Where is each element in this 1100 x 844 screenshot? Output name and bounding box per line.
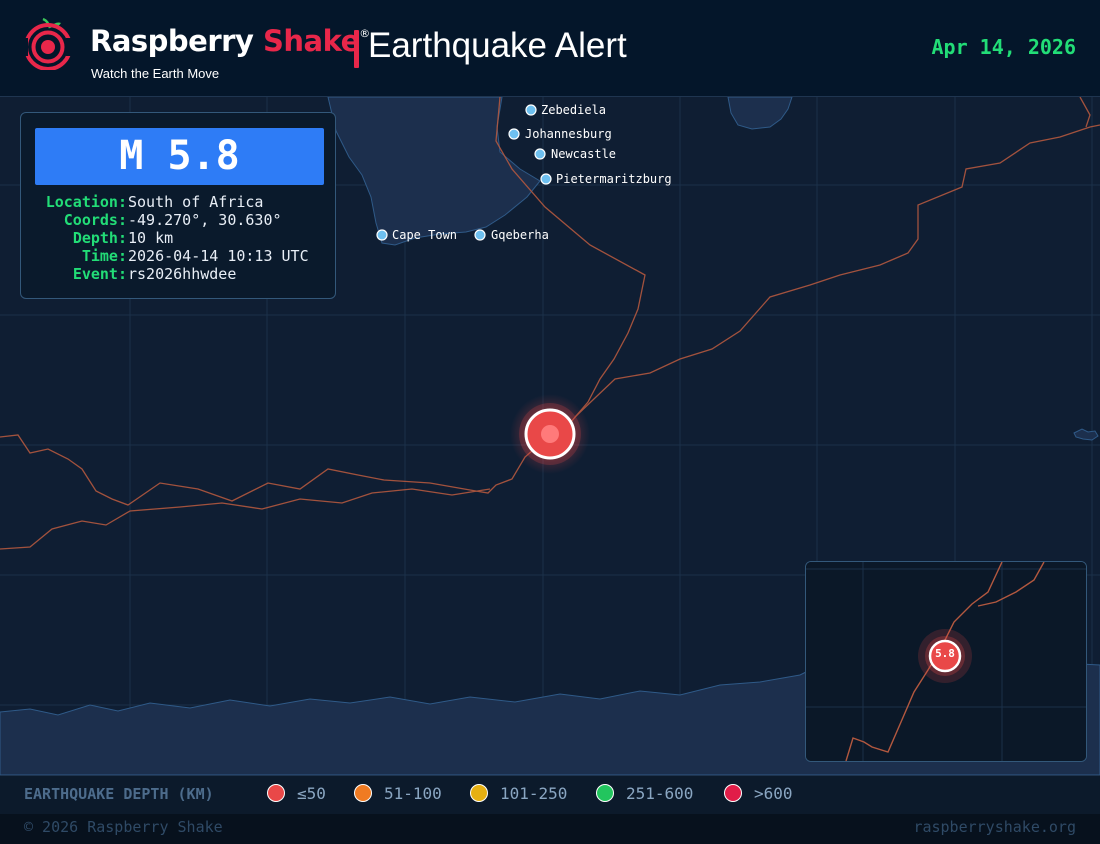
- info-value: -49.270°, 30.630°: [128, 211, 282, 229]
- info-value: rs2026hhwdee: [128, 265, 237, 283]
- info-label: Depth:: [72, 229, 127, 247]
- info-row-time: Time: 2026-04-14 10:13 UTC: [21, 247, 337, 265]
- legend-dot: [596, 784, 614, 802]
- inset-epicenter-marker: [918, 629, 972, 683]
- header-separator: [354, 30, 359, 68]
- legend-dot: [354, 784, 372, 802]
- city-label: Johannesburg: [525, 127, 612, 141]
- legend-dot: [724, 784, 742, 802]
- info-label: Coords:: [63, 211, 127, 229]
- header: Raspberry Shake ® Watch the Earth Move E…: [0, 0, 1100, 97]
- plate-boundaries: [0, 97, 1100, 550]
- city-label: Gqeberha: [491, 228, 549, 242]
- event-info-panel: M 5.8 Location: South of Africa Coords: …: [20, 112, 336, 299]
- city-label: Pietermaritzburg: [556, 172, 672, 186]
- magnitude-banner: M 5.8: [35, 128, 324, 185]
- brand-name-white: Raspberry: [90, 24, 254, 58]
- legend-label: ≤50: [297, 784, 326, 803]
- copyright-text: © 2026 Raspberry Shake: [24, 818, 223, 836]
- seismic-wave-logo-icon: [22, 17, 76, 70]
- website-link[interactable]: raspberryshake.org: [913, 818, 1076, 836]
- info-row-location: Location: South of Africa: [21, 193, 337, 211]
- info-row-event: Event: rs2026hhwdee: [21, 265, 337, 283]
- inset-map[interactable]: [805, 561, 1087, 762]
- info-value: 2026-04-14 10:13 UTC: [128, 247, 309, 265]
- alert-date: Apr 14, 2026: [931, 35, 1077, 59]
- city-label: Cape Town: [392, 228, 458, 242]
- brand-name: Raspberry Shake ®: [90, 24, 370, 58]
- info-value: 10 km: [128, 229, 174, 247]
- info-row-coords: Coords: -49.270°, 30.630°: [21, 211, 337, 229]
- legend-dot: [470, 784, 488, 802]
- info-label: Time:: [81, 247, 127, 265]
- legend-title: EARTHQUAKE DEPTH (KM): [24, 785, 214, 803]
- info-label: Event:: [72, 265, 127, 283]
- brand-name-red: Shake: [262, 24, 360, 58]
- page-title: Earthquake Alert: [368, 26, 627, 65]
- city-label: Zebediela: [541, 103, 607, 117]
- city-label: Newcastle: [551, 147, 617, 161]
- info-value: South of Africa: [128, 193, 264, 211]
- madagascar-landmass: [727, 97, 793, 130]
- depth-legend: EARTHQUAKE DEPTH (KM) ≤50 51-100 101-250…: [0, 775, 1100, 815]
- inset-magnitude-label: 5.8: [935, 647, 955, 660]
- legend-label: 101-250: [500, 784, 568, 803]
- footer: © 2026 Raspberry Shake raspberryshake.or…: [0, 814, 1100, 844]
- crozet-islands: [1073, 428, 1099, 441]
- legend-label: 251-600: [626, 784, 694, 803]
- registered-mark: ®: [359, 27, 370, 40]
- legend-dot: [267, 784, 285, 802]
- legend-label: >600: [754, 784, 793, 803]
- legend-label: 51-100: [384, 784, 442, 803]
- city-dots: [376, 104, 552, 241]
- info-label: Location:: [45, 193, 127, 211]
- info-row-depth: Depth: 10 km: [21, 229, 337, 247]
- tagline: Watch the Earth Move: [91, 66, 220, 81]
- inset-map-canvas: [806, 562, 1086, 761]
- epicenter-marker[interactable]: [510, 394, 590, 474]
